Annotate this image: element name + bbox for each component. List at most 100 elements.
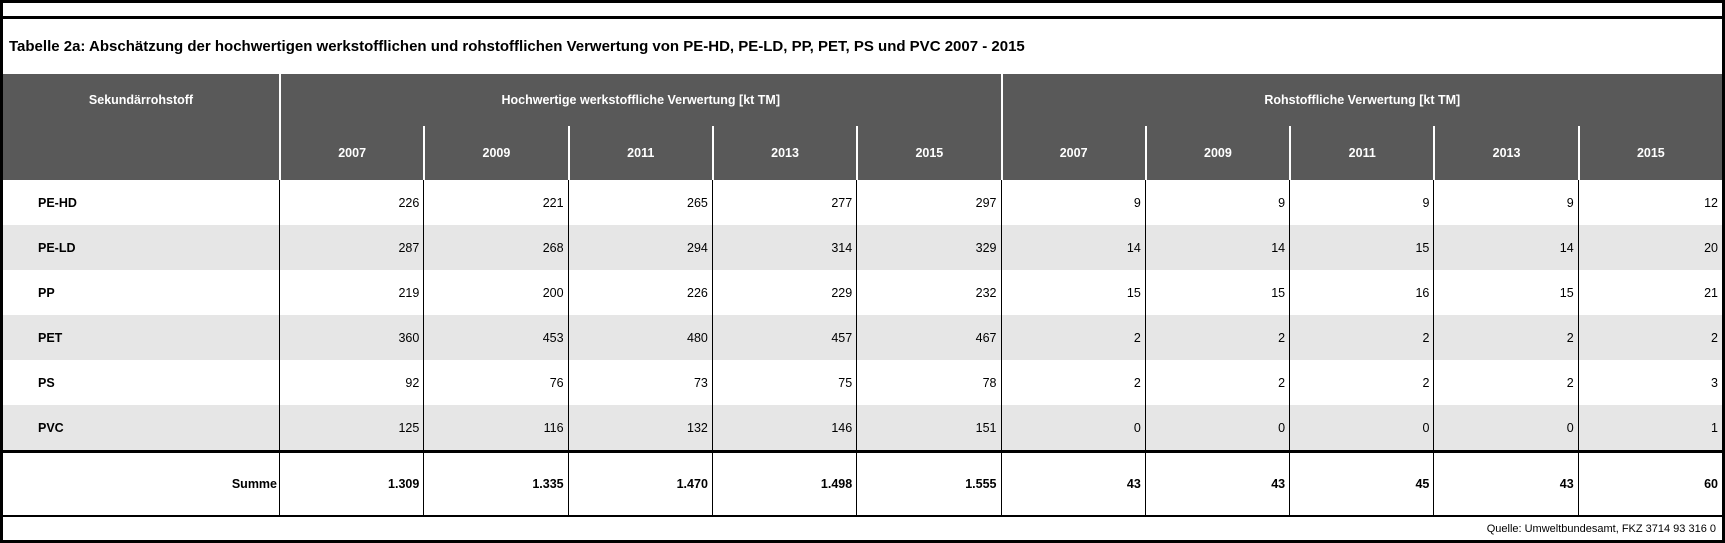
value-cell: 226 [567, 270, 712, 315]
value-cell: 15 [1289, 225, 1433, 270]
value-cell: 467 [856, 315, 1000, 360]
table-title: Tabelle 2a: Abschätzung der hochwertigen… [3, 19, 1722, 74]
value-cell: 265 [567, 180, 712, 225]
value-cell: 132 [567, 405, 712, 450]
value-cell: 151 [856, 405, 1000, 450]
year-header: 2015 [856, 126, 1000, 180]
corner-spacer [3, 126, 279, 180]
value-cell: 9 [1000, 180, 1145, 225]
year-header: 2011 [1289, 126, 1433, 180]
table-row: PET 360 453 480 457 467 2 2 2 2 2 [3, 315, 1722, 360]
group-header-rohstofflich: Rohstoffliche Verwertung [kt TM] [1000, 74, 1723, 126]
total-value-cell: 1.335 [423, 453, 567, 515]
source-note: Quelle: Umweltbundesamt, FKZ 3714 93 316… [3, 515, 1722, 540]
value-cell: 480 [567, 315, 712, 360]
value-cell: 226 [279, 180, 423, 225]
group-header-werkstofflich: Hochwertige werkstoffliche Verwertung [k… [279, 74, 1001, 126]
table-row: PE-LD 287 268 294 314 329 14 14 15 14 20 [3, 225, 1722, 270]
total-value-cell: 43 [1000, 453, 1145, 515]
row-label: PET [38, 330, 63, 345]
total-value-cell: 60 [1577, 453, 1722, 515]
value-cell: 14 [1433, 225, 1577, 270]
row-label: PE-HD [38, 195, 77, 210]
row-label: PVC [38, 420, 64, 435]
value-cell: 297 [856, 180, 1000, 225]
value-cell: 16 [1289, 270, 1433, 315]
total-value-cell: 1.470 [567, 453, 712, 515]
total-value-cell: 1.498 [711, 453, 856, 515]
table-row: PP 219 200 226 229 232 15 15 16 15 21 [3, 270, 1722, 315]
year-header: 2015 [1577, 126, 1722, 180]
value-cell: 360 [279, 315, 423, 360]
total-value-cell: 1.309 [279, 453, 423, 515]
value-cell: 15 [1000, 270, 1145, 315]
value-cell: 2 [1433, 315, 1577, 360]
total-value-cell: 45 [1289, 453, 1433, 515]
value-cell: 76 [423, 360, 567, 405]
total-value-cell: 1.555 [856, 453, 1000, 515]
total-label: Summe [231, 477, 277, 491]
value-cell: 125 [279, 405, 423, 450]
value-cell: 73 [567, 360, 712, 405]
year-header: 2007 [1000, 126, 1145, 180]
value-cell: 20 [1577, 225, 1722, 270]
value-cell: 21 [1577, 270, 1722, 315]
table-row: PE-HD 226 221 265 277 297 9 9 9 9 12 [3, 180, 1722, 225]
value-cell: 0 [1433, 405, 1577, 450]
year-header: 2011 [567, 126, 712, 180]
value-cell: 457 [711, 315, 856, 360]
year-header: 2013 [1433, 126, 1577, 180]
value-cell: 0 [1289, 405, 1433, 450]
value-cell: 0 [1144, 405, 1289, 450]
year-header: 2009 [1144, 126, 1289, 180]
total-value-cell: 43 [1433, 453, 1577, 515]
value-cell: 78 [856, 360, 1000, 405]
value-cell: 294 [567, 225, 712, 270]
value-cell: 287 [279, 225, 423, 270]
value-cell: 2 [1289, 315, 1433, 360]
value-cell: 15 [1144, 270, 1289, 315]
table-row: PS 92 76 73 75 78 2 2 2 2 3 [3, 360, 1722, 405]
top-strip [3, 3, 1722, 19]
value-cell: 2 [1000, 315, 1145, 360]
corner-header: Sekundärrohstoff [88, 93, 194, 107]
value-cell: 329 [856, 225, 1000, 270]
year-header: 2007 [279, 126, 423, 180]
value-cell: 9 [1433, 180, 1577, 225]
table-row: PVC 125 116 132 146 151 0 0 0 0 1 [3, 405, 1722, 450]
table-header: Sekundärrohstoff Hochwertige werkstoffli… [3, 74, 1722, 180]
row-label: PE-LD [38, 240, 76, 255]
value-cell: 9 [1289, 180, 1433, 225]
value-cell: 15 [1433, 270, 1577, 315]
year-header-row: 2007 2009 2011 2013 2015 2007 2009 2011 … [3, 126, 1722, 180]
value-cell: 14 [1000, 225, 1145, 270]
value-cell: 232 [856, 270, 1000, 315]
value-cell: 200 [423, 270, 567, 315]
value-cell: 221 [423, 180, 567, 225]
value-cell: 116 [423, 405, 567, 450]
value-cell: 2 [1433, 360, 1577, 405]
value-cell: 219 [279, 270, 423, 315]
total-row: Summe 1.309 1.335 1.470 1.498 1.555 43 4… [3, 450, 1722, 515]
value-cell: 268 [423, 225, 567, 270]
value-cell: 2 [1144, 315, 1289, 360]
row-label: PS [38, 375, 55, 390]
value-cell: 314 [711, 225, 856, 270]
value-cell: 14 [1144, 225, 1289, 270]
year-header: 2009 [423, 126, 567, 180]
value-cell: 453 [423, 315, 567, 360]
value-cell: 2 [1289, 360, 1433, 405]
value-cell: 2 [1577, 315, 1722, 360]
value-cell: 3 [1577, 360, 1722, 405]
value-cell: 75 [711, 360, 856, 405]
value-cell: 1 [1577, 405, 1722, 450]
value-cell: 0 [1000, 405, 1145, 450]
row-label: PP [38, 285, 55, 300]
value-cell: 12 [1577, 180, 1722, 225]
value-cell: 2 [1144, 360, 1289, 405]
value-cell: 277 [711, 180, 856, 225]
value-cell: 229 [711, 270, 856, 315]
value-cell: 146 [711, 405, 856, 450]
total-value-cell: 43 [1144, 453, 1289, 515]
